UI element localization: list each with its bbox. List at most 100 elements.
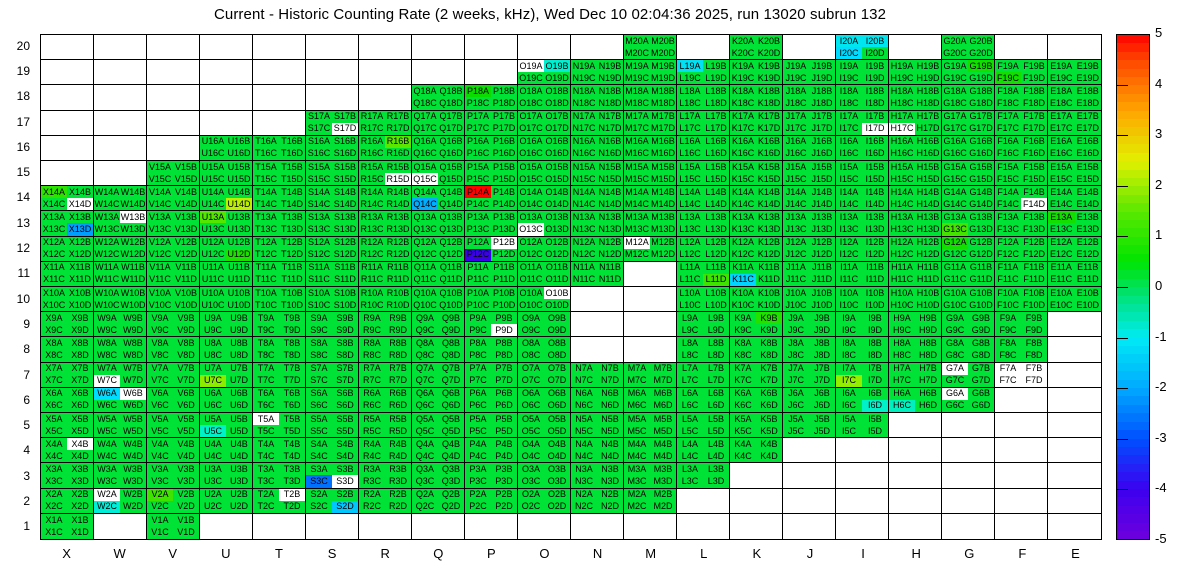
channel-S6A[interactable]: S6A [306,387,332,400]
channel-P10D[interactable]: P10D [491,299,517,312]
heatmap-cell-empty[interactable] [942,463,995,489]
channel-M4D[interactable]: M4D [650,450,676,463]
channel-I14A[interactable]: I14A [836,186,862,199]
heatmap-cell-N11[interactable]: N11A N11B N11C N11D [571,261,624,287]
channel-X2A[interactable]: X2A [41,488,67,501]
heatmap-cell-G12[interactable]: G12A G12B G12C G12D [942,236,995,262]
heatmap-cell-empty[interactable] [359,513,412,539]
heatmap-cell-N13[interactable]: N13A N13B N13C N13D [571,211,624,237]
channel-T6A[interactable]: T6A [253,387,279,400]
channel-P15C[interactable]: P15C [465,173,491,186]
channel-K4C[interactable]: K4C [730,450,756,463]
heatmap-cell-W5[interactable]: W5A W5B W5C W5D [94,413,147,439]
channel-M20C[interactable]: M20C [624,47,650,60]
channel-P14D[interactable]: P14D [491,198,517,211]
channel-V2A[interactable]: V2A [147,488,173,501]
channel-J12B[interactable]: J12B [809,236,835,249]
channel-N18B[interactable]: N18B [597,85,623,98]
heatmap-cell-H6[interactable]: H6A H6B H6C H6D [889,387,942,413]
channel-U14A[interactable]: U14A [200,186,226,199]
heatmap-cell-W8[interactable]: W8A W8B W8C W8D [94,337,147,363]
channel-M4C[interactable]: M4C [624,450,650,463]
heatmap-cell-empty[interactable] [147,135,200,161]
channel-T10A[interactable]: T10A [253,287,279,300]
channel-U5A[interactable]: U5A [200,413,226,426]
heatmap-cell-H7[interactable]: H7A H7B H7C H7D [889,362,942,388]
heatmap-cell-W12[interactable]: W12A W12B W12C W12D [94,236,147,262]
channel-F19A[interactable]: F19A [995,60,1021,73]
heatmap-cell-Q16[interactable]: Q16A Q16B Q16C Q16D [412,135,465,161]
channel-R12C[interactable]: R12C [359,248,385,261]
channel-W6A[interactable]: W6A [94,387,120,400]
channel-U5B[interactable]: U5B [226,413,252,426]
channel-G10A[interactable]: G10A [942,287,968,300]
channel-T6D[interactable]: T6D [279,399,305,412]
channel-V10A[interactable]: V10A [147,287,173,300]
channel-K19D[interactable]: K19D [756,72,782,85]
channel-G17A[interactable]: G17A [942,110,968,123]
channel-R8B[interactable]: R8B [385,337,411,350]
channel-O9B[interactable]: O9B [544,312,570,325]
heatmap-cell-I10[interactable]: I10A I10B I10C I10D [836,287,889,313]
channel-R6D[interactable]: R6D [385,399,411,412]
channel-G10C[interactable]: G10C [942,299,968,312]
channel-W11C[interactable]: W11C [94,273,120,286]
channel-K8A[interactable]: K8A [730,337,756,350]
heatmap-cell-N6[interactable]: N6A N6B N6C N6D [571,387,624,413]
channel-Q9C[interactable]: Q9C [412,324,438,337]
channel-M14A[interactable]: M14A [624,186,650,199]
channel-K10A[interactable]: K10A [730,287,756,300]
heatmap-cell-empty[interactable] [94,110,147,136]
heatmap-cell-T5[interactable]: T5A T5B T5C T5D [253,413,306,439]
channel-K6B[interactable]: K6B [756,387,782,400]
channel-H19B[interactable]: H19B [915,60,941,73]
channel-M13B[interactable]: M13B [650,211,676,224]
channel-T8D[interactable]: T8D [279,349,305,362]
channel-W8B[interactable]: W8B [120,337,146,350]
heatmap-cell-G19[interactable]: G19A G19B G19C G19D [942,60,995,86]
channel-V10B[interactable]: V10B [173,287,199,300]
heatmap-cell-O9[interactable]: O9A O9B O9C O9D [518,312,571,338]
heatmap-cell-X6[interactable]: X6A X6B X6C X6D [41,387,94,413]
channel-K14A[interactable]: K14A [730,186,756,199]
channel-N11C[interactable]: N11C [571,273,597,286]
heatmap-cell-S5[interactable]: S5A S5B S5C S5D [306,413,359,439]
heatmap-cell-empty[interactable] [412,60,465,86]
channel-O17A[interactable]: O17A [518,110,544,123]
channel-N2B[interactable]: N2B [597,488,623,501]
channel-U6A[interactable]: U6A [200,387,226,400]
channel-J9A[interactable]: J9A [783,312,809,325]
heatmap-cell-M18[interactable]: M18A M18B M18C M18D [624,85,677,111]
channel-S16A[interactable]: S16A [306,135,332,148]
channel-M18D[interactable]: M18D [650,97,676,110]
heatmap-cell-T16[interactable]: T16A T16B T16C T16D [253,135,306,161]
heatmap-cell-empty[interactable] [1048,463,1101,489]
channel-K4D[interactable]: K4D [756,450,782,463]
channel-K13B[interactable]: K13B [756,211,782,224]
channel-K10B[interactable]: K10B [756,287,782,300]
channel-J17C[interactable]: J17C [783,122,809,135]
channel-V3C[interactable]: V3C [147,475,173,488]
channel-K19C[interactable]: K19C [730,72,756,85]
channel-G7B[interactable]: G7B [968,362,994,375]
channel-O13D[interactable]: O13D [544,223,570,236]
channel-G8D[interactable]: G8D [968,349,994,362]
heatmap-cell-T8[interactable]: T8A T8B T8C T8D [253,337,306,363]
channel-E12B[interactable]: E12B [1074,236,1101,249]
heatmap-cell-empty[interactable] [94,161,147,187]
channel-P16B[interactable]: P16B [491,135,517,148]
heatmap-cell-I20[interactable]: I20A I20B I20C I20D [836,35,889,61]
channel-L3D[interactable]: L3D [703,475,729,488]
channel-I16B[interactable]: I16B [862,135,888,148]
channel-L13C[interactable]: L13C [677,223,703,236]
channel-N18A[interactable]: N18A [571,85,597,98]
channel-N6C[interactable]: N6C [571,399,597,412]
channel-H13C[interactable]: H13C [889,223,915,236]
channel-G8A[interactable]: G8A [942,337,968,350]
heatmap-cell-empty[interactable] [253,110,306,136]
heatmap-cell-empty[interactable] [942,513,995,539]
heatmap-cell-M7[interactable]: M7A M7B M7C M7D [624,362,677,388]
heatmap-cell-P3[interactable]: P3A P3B P3C P3D [465,463,518,489]
channel-R11B[interactable]: R11B [385,261,411,274]
channel-U11D[interactable]: U11D [226,273,252,286]
